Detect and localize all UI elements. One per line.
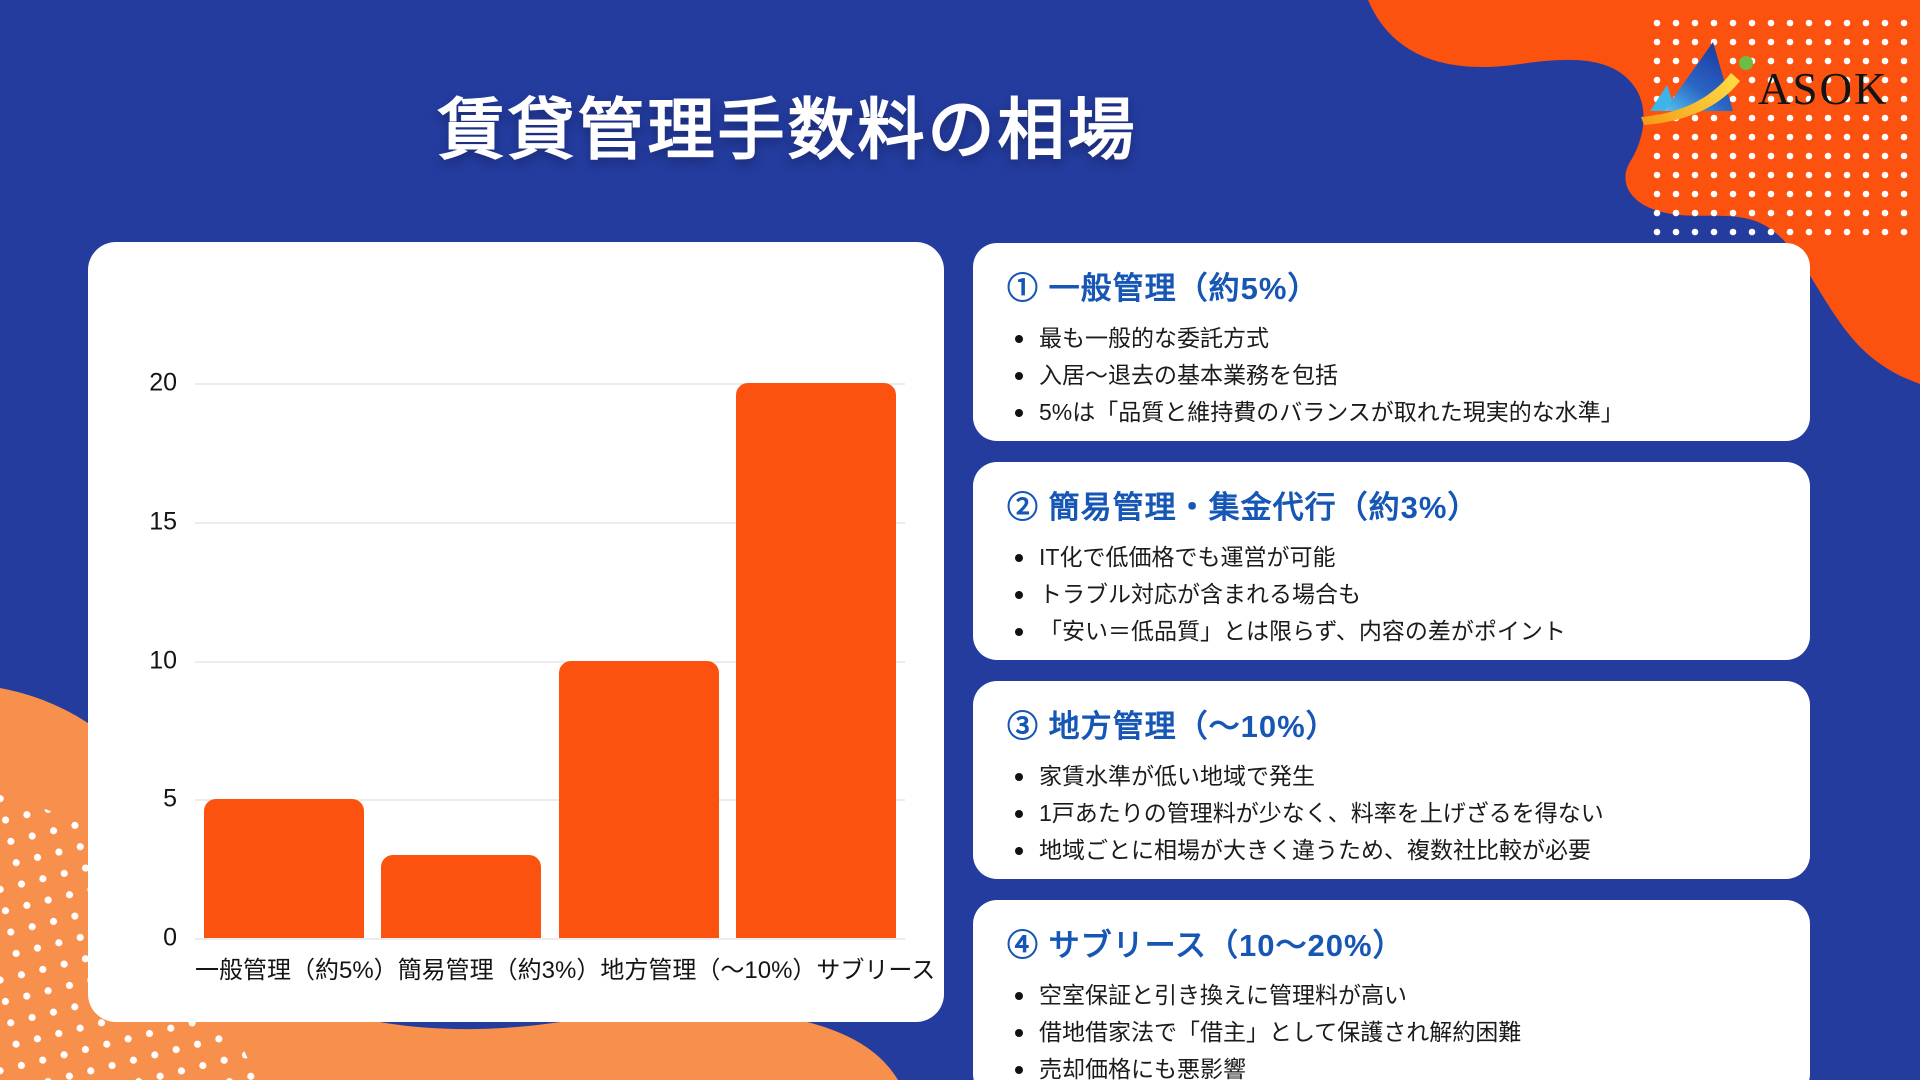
- bullet-item: 「安い＝低品質」とは限らず、内容の差がポイント: [1007, 613, 1776, 650]
- card-bullet-list: 空室保証と引き換えに管理料が高い 借地借家法で「借主」として保護され解約困難 売却価…: [1007, 977, 1776, 1080]
- bullet-item: 最も一般的な委託方式: [1007, 320, 1776, 357]
- bar: [558, 660, 719, 938]
- y-tick-label: 0: [163, 923, 177, 952]
- y-tick-label: 5: [163, 784, 177, 813]
- info-cards: ① 一般管理（約5%） 最も一般的な委託方式 入居〜退去の基本業務を包括 5%は「品…: [973, 243, 1810, 1080]
- top-right-dot-grid: [1644, 8, 1914, 246]
- card-heading: ③ 地方管理（〜10%）: [1007, 709, 1338, 744]
- x-axis-label: 一般管理（約5%）: [195, 957, 398, 984]
- card-heading: ② 簡易管理・集金代行（約3%）: [1007, 490, 1480, 525]
- page-title: 賃貸管理手数料の相場: [437, 93, 1138, 168]
- chart-card: 0 5 10 15 20 一般管理（約5%） 簡易管理（約3%） 地方管理（〜10%） サブリ…: [88, 242, 944, 1022]
- card-heading: ① 一般管理（約5%）: [1007, 271, 1320, 306]
- bullet-item: 家賃水準が低い地域で発生: [1007, 758, 1776, 795]
- y-tick-label: 10: [149, 646, 177, 674]
- gridline: [195, 938, 905, 940]
- bullet-item: 空室保証と引き換えに管理料が高い: [1007, 977, 1776, 1014]
- gridline: [195, 383, 905, 385]
- brand-logo-text: ASOK: [1758, 64, 1889, 114]
- y-tick-label: 20: [149, 368, 177, 397]
- x-axis-label: 簡易管理（約3%）: [397, 957, 601, 984]
- bar-column: [195, 383, 373, 938]
- bullet-item: 売却価格にも悪影響: [1007, 1051, 1776, 1080]
- bullet-item: 入居〜退去の基本業務を包括: [1007, 357, 1776, 394]
- bullet-item: 5%は「品質と維持費のバランスが取れた現実的な水準」: [1007, 394, 1776, 431]
- card-bullet-list: 最も一般的な委託方式 入居〜退去の基本業務を包括 5%は「品質と維持費のバランスが取…: [1007, 320, 1776, 431]
- gridline: [195, 521, 905, 524]
- bar-chart: 0 5 10 15 20: [149, 369, 905, 952]
- logo-mark-dot-icon: [1739, 56, 1753, 70]
- bar: [381, 854, 542, 938]
- bullet-item: トラブル対応が含まれる場合も: [1007, 576, 1776, 613]
- bar: [736, 383, 897, 938]
- info-card: ② 簡易管理・集金代行（約3%） IT化で低価格でも運営が可能 トラブル対応が含ま…: [973, 462, 1810, 660]
- bar-column: [373, 383, 551, 938]
- chart-bars: [195, 383, 905, 938]
- x-axis-label: サブリース: [816, 957, 936, 984]
- brand-logo: ASOK: [1641, 42, 1889, 125]
- bar-column: [728, 383, 906, 938]
- bar-column: [550, 383, 728, 938]
- card-heading: ④ サブリース（10〜20%）: [1007, 928, 1405, 963]
- bullet-item: 地域ごとに相場が大きく違うため、複数社比較が必要: [1007, 832, 1776, 869]
- gridline: [195, 799, 905, 802]
- info-card: ④ サブリース（10〜20%） 空室保証と引き換えに管理料が高い 借地借家法で「借…: [973, 900, 1810, 1080]
- chart-x-axis-labels: 一般管理（約5%） 簡易管理（約3%） 地方管理（〜10%） サブリース: [195, 950, 935, 985]
- card-bullet-list: IT化で低価格でも運営が可能 トラブル対応が含まれる場合も 「安い＝低品質」とは限ら…: [1007, 539, 1776, 650]
- info-card: ③ 地方管理（〜10%） 家賃水準が低い地域で発生 1戸あたりの管理料が少なく、料…: [973, 681, 1810, 879]
- bullet-item: 1戸あたりの管理料が少なく、料率を上げざるを得ない: [1007, 795, 1776, 832]
- info-card: ① 一般管理（約5%） 最も一般的な委託方式 入居〜退去の基本業務を包括 5%は「品…: [973, 243, 1810, 441]
- y-tick-label: 15: [149, 507, 177, 536]
- bar: [203, 799, 364, 938]
- logo-mark-swoosh-icon: [1641, 73, 1740, 125]
- x-axis-label: 地方管理（〜10%）: [600, 957, 817, 984]
- card-bullet-list: 家賃水準が低い地域で発生 1戸あたりの管理料が少なく、料率を上げざるを得ない 地域ご…: [1007, 758, 1776, 869]
- bullet-item: IT化で低価格でも運営が可能: [1007, 539, 1776, 576]
- bullet-item: 借地借家法で「借主」として保護され解約困難: [1007, 1014, 1776, 1051]
- gridline: [195, 660, 905, 663]
